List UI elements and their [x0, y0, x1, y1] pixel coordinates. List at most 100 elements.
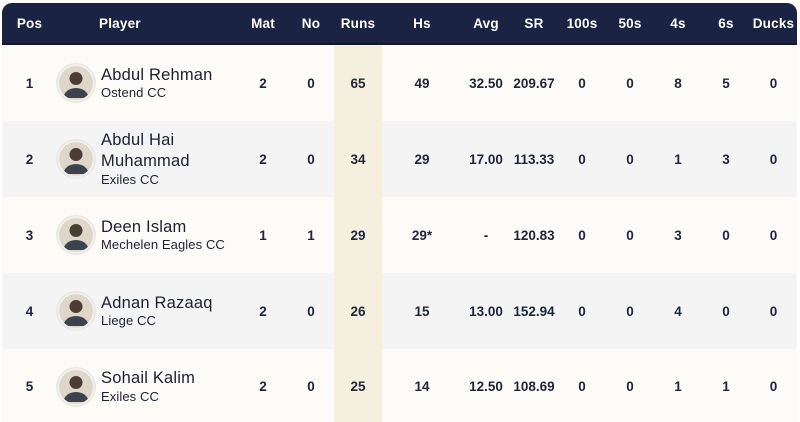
matches-value: 2: [259, 75, 267, 91]
player-name[interactable]: Deen Islam: [101, 217, 187, 236]
table-row[interactable]: 2 Abdul Hai Muhammad Exiles CC 2 0: [2, 121, 797, 197]
player-name[interactable]: Abdul Hai Muhammad: [101, 131, 190, 170]
batting-leaderboard-table: Pos Player Mat No Runs Hs Avg SR 100s 50…: [2, 3, 797, 422]
strikerate-value: 152.94: [513, 303, 555, 319]
player-name[interactable]: Abdul Rehman: [101, 65, 213, 84]
average-value: 12.50: [469, 379, 503, 394]
matches-value: 2: [259, 151, 267, 167]
column-header-no: No: [301, 15, 321, 31]
highscore-value: 49: [414, 75, 430, 91]
hundreds-value: 0: [578, 227, 586, 243]
matches-value: 2: [259, 379, 267, 394]
sixes-value: 1: [722, 379, 730, 394]
highscore-value: 29*: [411, 227, 433, 243]
player-club: Mechelen Eagles CC: [101, 237, 225, 253]
hundreds-value: 0: [578, 151, 586, 167]
table-row[interactable]: 1 Abdul Rehman Ostend CC 2 0 65: [2, 45, 797, 121]
column-header-pos: Pos: [16, 15, 43, 31]
person-silhouette-icon: [57, 64, 95, 102]
hundreds-value: 0: [578, 379, 586, 394]
average-value: -: [483, 227, 489, 243]
person-silhouette-icon: [57, 367, 95, 406]
person-silhouette-icon: [57, 292, 95, 330]
matches-value: 2: [259, 303, 267, 319]
player-avatar: [57, 140, 95, 178]
runs-value: 25: [334, 349, 382, 422]
ducks-value: 0: [769, 151, 778, 167]
fifties-value: 0: [626, 75, 634, 91]
table-row[interactable]: 3 Deen Islam Mechelen Eagles CC 1 1: [2, 197, 797, 273]
person-silhouette-icon: [57, 216, 95, 254]
average-value: 13.00: [469, 303, 503, 319]
player-cell: Sohail Kalim Exiles CC: [57, 349, 238, 422]
player-position: 5: [25, 379, 34, 394]
column-header-100s: 100s: [566, 15, 598, 31]
player-cell: Adnan Razaaq Liege CC: [57, 273, 238, 349]
column-header-runs: Runs: [340, 15, 376, 31]
column-header-hs: Hs: [413, 15, 431, 31]
sixes-value: 0: [722, 227, 730, 243]
player-name[interactable]: Sohail Kalim: [101, 369, 196, 388]
sixes-value: 0: [722, 303, 730, 319]
fours-value: 3: [674, 227, 682, 243]
column-header-ducks: Ducks: [752, 15, 795, 31]
strikerate-value: 113.33: [513, 151, 555, 167]
player-club: Ostend CC: [101, 85, 167, 101]
column-header-player: Player: [99, 15, 141, 31]
matches-value: 1: [259, 227, 267, 243]
runs-value: 34: [334, 121, 382, 197]
player-position: 3: [25, 227, 34, 243]
fifties-value: 0: [626, 151, 634, 167]
highscore-value: 14: [414, 379, 430, 394]
hundreds-value: 0: [578, 75, 586, 91]
player-position: 4: [25, 303, 34, 319]
player-cell: Deen Islam Mechelen Eagles CC: [57, 197, 238, 273]
runs-value: 26: [334, 273, 382, 349]
fours-value: 4: [674, 303, 682, 319]
player-cell: Abdul Rehman Ostend CC: [57, 45, 238, 121]
table-row[interactable]: 5 Sohail Kalim Exiles CC 2 0 25: [2, 349, 797, 422]
strikerate-value: 120.83: [513, 227, 555, 243]
highscore-value: 15: [414, 303, 430, 319]
fifties-value: 0: [626, 379, 634, 394]
player-position: 1: [25, 75, 34, 91]
runs-value: 65: [334, 45, 382, 121]
fifties-value: 0: [626, 303, 634, 319]
ducks-value: 0: [769, 303, 778, 319]
column-header-6s: 6s: [718, 15, 734, 31]
runs-value: 29: [334, 197, 382, 273]
player-club: Liege CC: [101, 313, 156, 329]
player-cell: Abdul Hai Muhammad Exiles CC: [57, 121, 238, 197]
table-body: 1 Abdul Rehman Ostend CC 2 0 65: [2, 45, 797, 422]
table-header-row: Pos Player Mat No Runs Hs Avg SR 100s 50…: [2, 3, 797, 45]
notouts-value: 1: [307, 227, 315, 243]
notouts-value: 0: [307, 75, 315, 91]
column-header-sr: SR: [524, 15, 544, 31]
hundreds-value: 0: [578, 303, 586, 319]
notouts-value: 0: [307, 151, 315, 167]
table-row[interactable]: 4 Adnan Razaaq Liege CC 2 0 26: [2, 273, 797, 349]
column-header-4s: 4s: [670, 15, 686, 31]
ducks-value: 0: [769, 227, 778, 243]
fifties-value: 0: [626, 227, 634, 243]
sixes-value: 3: [722, 151, 730, 167]
average-value: 17.00: [469, 151, 503, 167]
player-name[interactable]: Adnan Razaaq: [101, 293, 213, 312]
strikerate-value: 209.67: [513, 75, 555, 91]
ducks-value: 0: [769, 379, 778, 394]
column-header-50s: 50s: [618, 15, 642, 31]
highscore-value: 29: [414, 151, 430, 167]
player-club: Exiles CC: [101, 388, 159, 404]
ducks-value: 0: [769, 75, 778, 91]
column-header-avg: Avg: [473, 15, 499, 31]
player-club: Exiles CC: [101, 171, 159, 187]
fours-value: 1: [674, 151, 682, 167]
player-avatar: [57, 292, 95, 330]
average-value: 32.50: [469, 75, 503, 91]
column-header-mat: Mat: [251, 15, 275, 31]
sixes-value: 5: [722, 75, 730, 91]
strikerate-value: 108.69: [513, 379, 555, 394]
player-avatar: [57, 64, 95, 102]
fours-value: 8: [674, 75, 682, 91]
notouts-value: 0: [307, 303, 315, 319]
